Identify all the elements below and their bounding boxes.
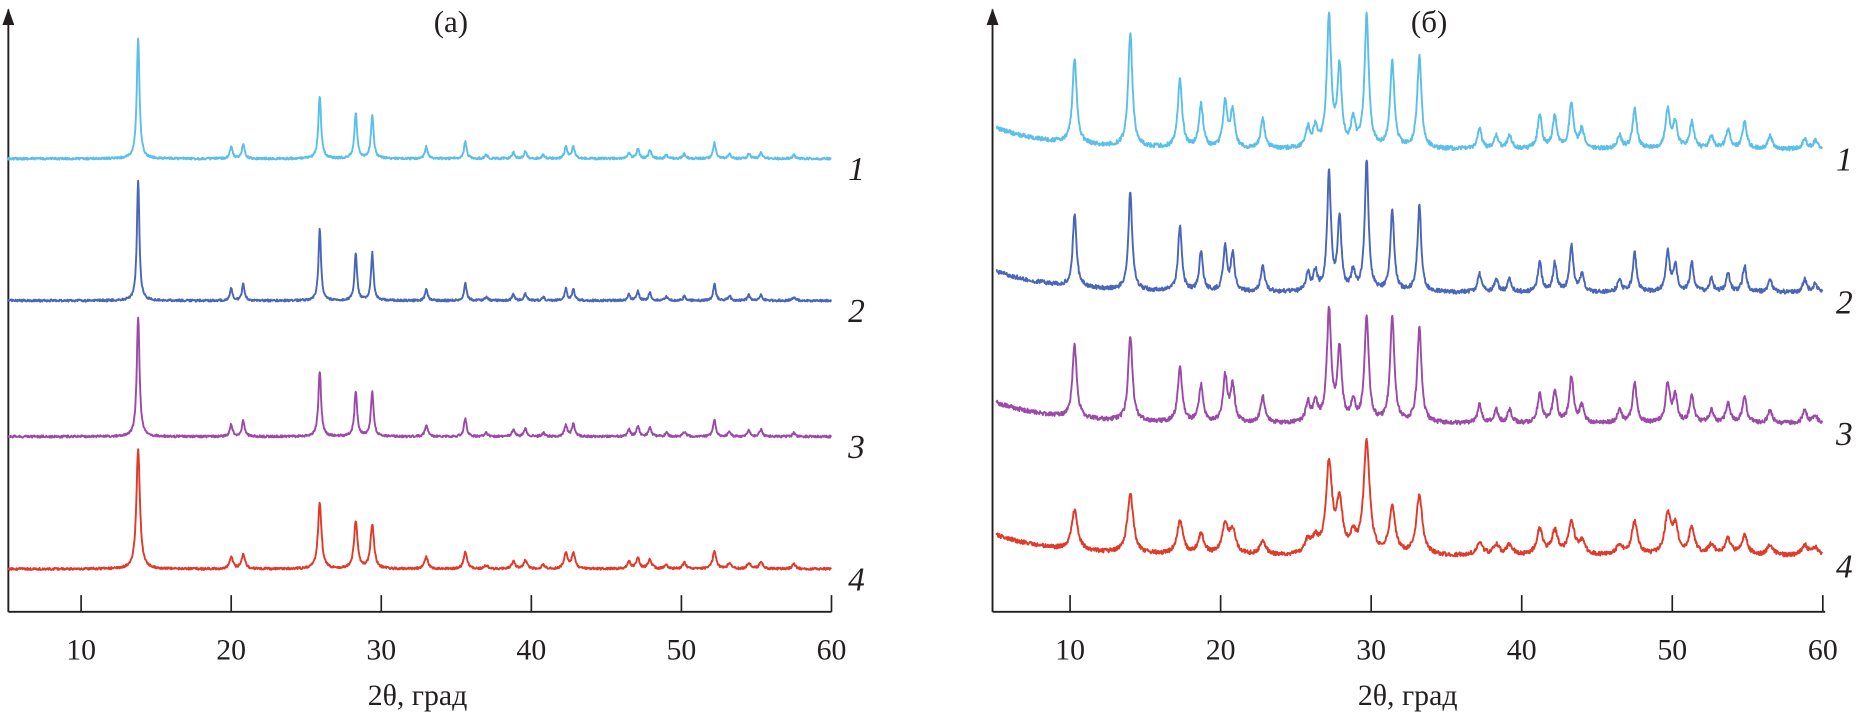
series-line-1 [995,11,1824,152]
series-line-3 [6,316,832,439]
x-tick-label: 10 [1055,634,1085,667]
series-label-1: 1 [848,151,865,188]
series-line-2 [995,159,1824,295]
series-label-2: 2 [848,293,865,330]
series-line-1 [6,37,832,161]
panel-b: 10 20 30 40 50 60 1 2 3 4 (б) 2θ, град [986,4,1853,712]
series-label-1: 1 [1836,142,1853,179]
x-tick-label: 50 [1657,634,1687,667]
x-tick-label: 20 [1206,634,1236,667]
series-label-3: 3 [1835,416,1853,453]
x-tick-label: 20 [216,634,246,667]
x-tick-label: 10 [66,634,96,667]
series-label-3: 3 [847,429,865,466]
x-ticks-a: 10 20 30 40 50 60 [66,595,847,667]
x-tick-label: 30 [366,634,396,667]
series-line-4 [995,437,1824,558]
series-line-2 [6,179,832,303]
series-label-2: 2 [1836,285,1853,322]
series-line-3 [995,305,1824,426]
panel-a: 10 20 30 40 50 60 1 2 3 4 (а) 2θ, град [2,4,865,712]
curves-a: 1 2 3 4 [6,37,865,598]
x-tick-label: 50 [667,634,697,667]
x-tick-label: 40 [1507,634,1537,667]
x-tick-label: 60 [817,634,847,667]
x-axis-label-a: 2θ, град [368,679,468,712]
x-tick-label: 30 [1356,634,1386,667]
series-line-4 [6,448,832,571]
series-label-4: 4 [1836,548,1853,585]
x-tick-label: 60 [1808,634,1838,667]
panel-title-a: (а) [434,4,468,39]
panel-title-b: (б) [1411,4,1447,39]
curves-b: 1 2 3 4 [995,11,1853,585]
x-tick-label: 40 [516,634,546,667]
x-ticks-b: 10 20 30 40 50 60 [1055,595,1838,667]
series-label-4: 4 [848,561,865,598]
x-axis-label-b: 2θ, град [1358,679,1458,712]
